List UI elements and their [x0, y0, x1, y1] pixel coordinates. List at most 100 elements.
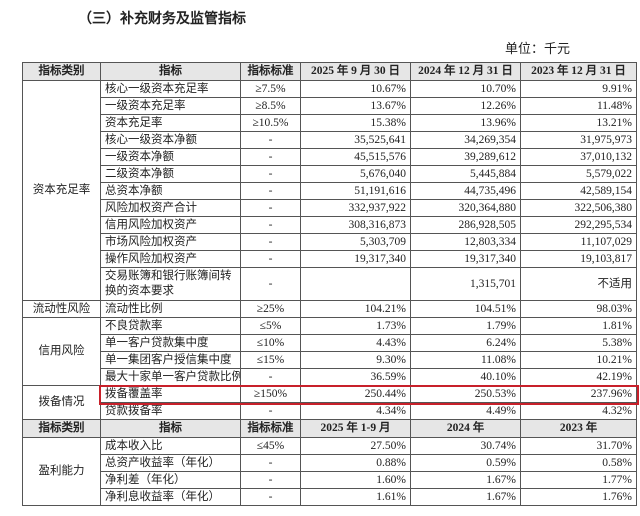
value-cell: 4.43%	[300, 334, 411, 352]
standard-cell: -	[240, 148, 301, 166]
value-cell: 37,010,132	[520, 148, 637, 166]
value-cell: 332,937,922	[300, 199, 411, 217]
standard-cell: ≤10%	[240, 334, 301, 352]
header-cell: 2025 年 9 月 30 日	[300, 62, 411, 81]
value-cell: 13.21%	[520, 114, 637, 132]
header-cell: 2025 年 1-9 月	[300, 419, 411, 438]
value-cell: 27.50%	[300, 437, 411, 455]
indicator-cell: 市场风险加权资产	[100, 233, 241, 251]
indicator-cell: 单一客户贷款集中度	[100, 334, 241, 352]
value-cell: 10.70%	[410, 80, 521, 98]
value-cell: 30.74%	[410, 437, 521, 455]
indicator-cell: 最大十家单一客户贷款比例	[100, 368, 241, 386]
unit-label: 单位：千元	[504, 41, 570, 56]
data-row: 贷款拨备率 -4.34% 4.49% 4.32%	[23, 402, 637, 420]
standard-cell: -	[240, 165, 301, 183]
category-cell: 资本充足率	[22, 80, 101, 301]
value-cell: 不适用	[520, 267, 637, 301]
value-cell: 1.73%	[300, 317, 411, 335]
value-cell: 4.49%	[410, 402, 521, 420]
value-cell: 5,676,040	[300, 165, 411, 183]
value-cell: 4.32%	[520, 402, 637, 420]
standard-cell: -	[240, 182, 301, 200]
value-cell: 45,515,576	[300, 148, 411, 166]
value-cell: 1,315,701	[410, 267, 521, 301]
data-row: 单一客户贷款集中度 ≤10% 4.43% 6.24% 5.38%	[23, 334, 637, 352]
value-cell: 12,803,334	[410, 233, 521, 251]
value-cell: 1.79%	[410, 317, 521, 335]
header-row: 指标类别 指标 指标标准 2025 年 1-9 月 2024 年 2023 年	[22, 419, 637, 438]
data-row: 净利差（年化） -1.60% 1.67% 1.77%	[23, 471, 637, 489]
indicator-cell: 净利息收益率（年化）	[100, 488, 241, 506]
indicator-cell: 不良贷款率	[100, 317, 241, 335]
data-row: 信用风险 不良贷款率 ≤5% 1.73% 1.79% 1.81%	[22, 317, 637, 386]
category-cell: 盈利能力	[22, 437, 101, 506]
standard-cell: ≤45%	[240, 437, 301, 455]
value-cell: 5.38%	[520, 334, 637, 352]
standard-cell: -	[240, 402, 301, 420]
value-cell: 1.67%	[410, 471, 521, 489]
value-cell: 1.60%	[300, 471, 411, 489]
value-cell: 237.96%	[520, 385, 637, 403]
section-heading: （三）补充财务及监管指标	[78, 12, 246, 27]
data-row: 总资产收益率（年化） -0.88% 0.59% 0.58%	[23, 454, 637, 472]
indicator-cell: 总资产收益率（年化）	[100, 454, 241, 472]
value-cell: 44,735,496	[410, 182, 521, 200]
data-row: 总资本净额 -51,191,616 44,735,496 42,589,154	[23, 182, 637, 200]
data-row: 资本充足率 核心一级资本充足率 ≥7.5% 10.67% 10.70% 9.91%	[22, 80, 637, 301]
indicator-cell: 操作风险加权资产	[100, 250, 241, 268]
indicator-cell: 核心一级资本充足率	[100, 80, 241, 98]
indicator-table: 指标类别 指标 指标标准 2025 年 9 月 30 日 2024 年 12 月 31 …	[22, 62, 637, 506]
indicator-cell: 单一集团客户授信集中度	[100, 351, 241, 369]
value-cell: 19,103,817	[520, 250, 637, 268]
indicator-cell: 核心一级资本净额	[100, 131, 241, 149]
header-cell: 指标类别	[22, 62, 101, 81]
data-row: 单一集团客户授信集中度 ≤15% 9.30% 11.08% 10.21%	[23, 351, 637, 369]
data-row: 最大十家单一客户贷款比例 -36.59% 40.10% 42.19%	[23, 368, 637, 386]
value-cell: 1.67%	[410, 488, 521, 506]
value-cell: 1.77%	[520, 471, 637, 489]
value-cell: 286,928,505	[410, 216, 521, 234]
header-cell: 指标标准	[240, 419, 301, 438]
value-cell: 5,445,884	[410, 165, 521, 183]
data-row: 盈利能力 成本收入比 ≤45% 27.50% 30.74% 31.70%	[22, 437, 637, 506]
data-row: 交易账簿和银行账簿间转换的资本要求 - 1,315,701 不适用	[23, 267, 637, 301]
data-row: 二级资本净额 -5,676,040 5,445,884 5,579,022	[23, 165, 637, 183]
indicator-cell: 流动性比例	[100, 300, 241, 318]
header-cell: 指标类别	[22, 419, 101, 438]
value-cell: 42.19%	[520, 368, 637, 386]
value-cell: 0.59%	[410, 454, 521, 472]
header-cell: 2024 年	[410, 419, 521, 438]
value-cell: 15.38%	[300, 114, 411, 132]
value-cell: 308,316,873	[300, 216, 411, 234]
header-cell: 2023 年	[520, 419, 637, 438]
value-cell: 13.67%	[300, 97, 411, 115]
value-cell: 104.21%	[300, 300, 411, 318]
standard-cell: -	[240, 216, 301, 234]
value-cell: 11.48%	[520, 97, 637, 115]
indicator-cell: 成本收入比	[100, 437, 241, 455]
data-row: 一级资本净额 -45,515,576 39,289,612 37,010,132	[23, 148, 637, 166]
standard-cell: -	[240, 250, 301, 268]
indicator-cell: 总资本净额	[100, 182, 241, 200]
standard-cell: -	[240, 267, 301, 301]
header-cell: 2023 年 12 月 31 日	[520, 62, 637, 81]
data-row: 市场风险加权资产 -5,303,709 12,803,334 11,107,029	[23, 233, 637, 251]
value-cell: 51,191,616	[300, 182, 411, 200]
value-cell: 0.88%	[300, 454, 411, 472]
value-cell: 34,269,354	[410, 131, 521, 149]
standard-cell: ≥7.5%	[240, 80, 301, 98]
header-cell: 指标标准	[240, 62, 301, 81]
standard-cell: ≤15%	[240, 351, 301, 369]
value-cell: 13.96%	[410, 114, 521, 132]
category-cell: 信用风险	[22, 317, 101, 386]
indicator-cell: 一级资本净额	[100, 148, 241, 166]
value-cell: 9.91%	[520, 80, 637, 98]
standard-cell: -	[240, 199, 301, 217]
value-cell: 104.51%	[410, 300, 521, 318]
indicator-cell: 信用风险加权资产	[100, 216, 241, 234]
value-cell: 19,317,340	[300, 250, 411, 268]
value-cell: 10.67%	[300, 80, 411, 98]
data-row: 风险加权资产合计 -332,937,922 320,364,880 322,506,3…	[23, 199, 637, 217]
